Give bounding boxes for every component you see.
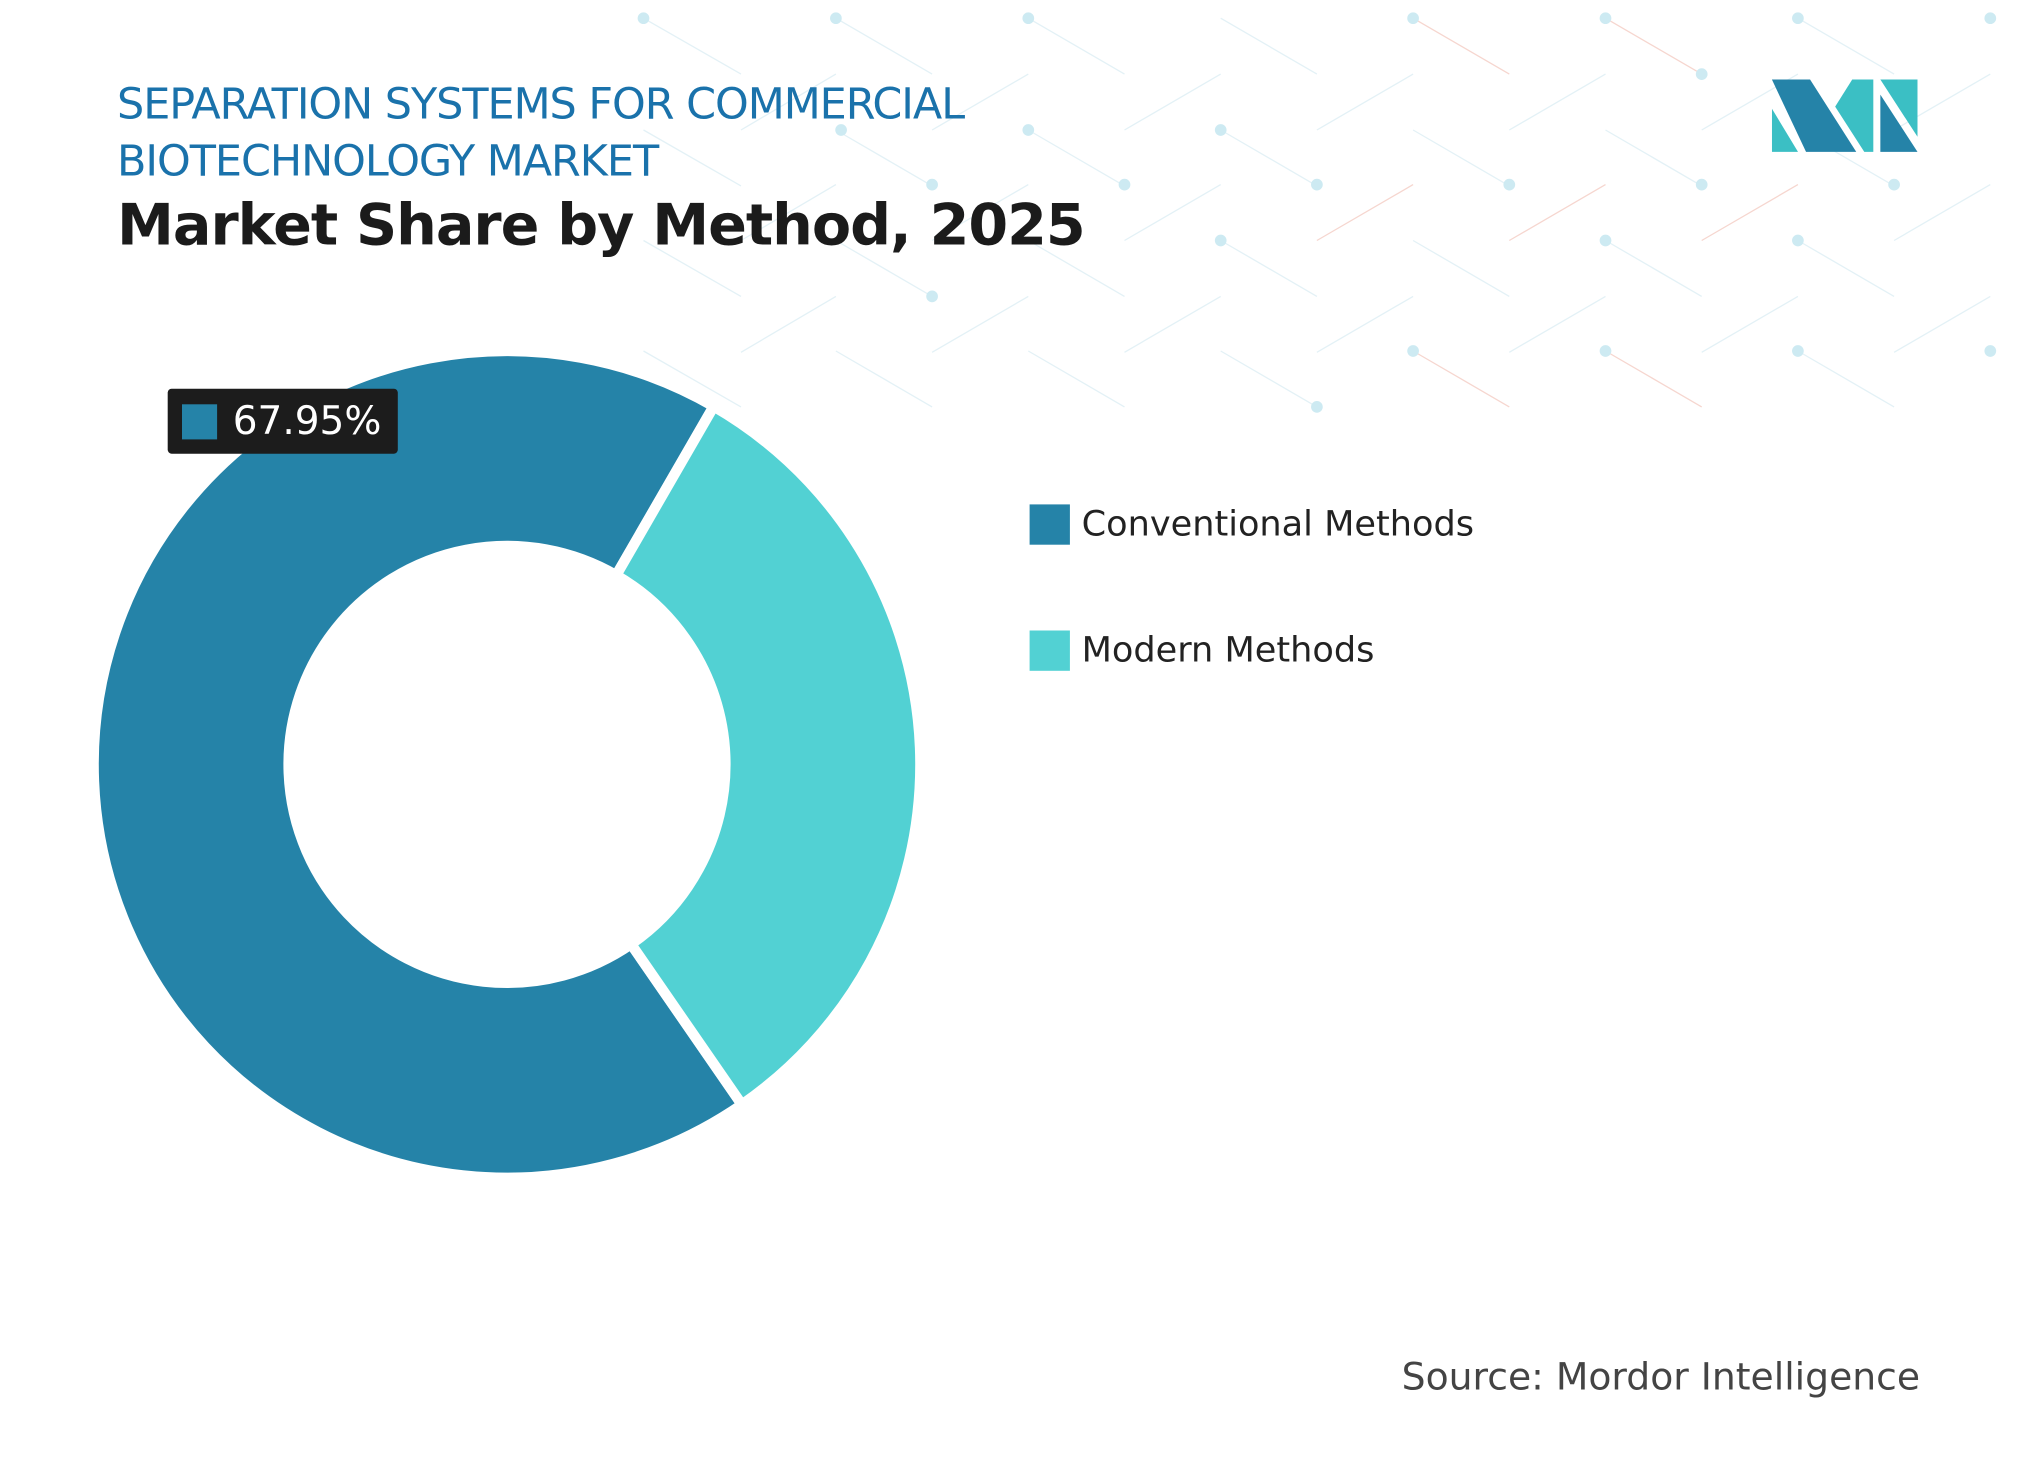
slice-modern-methods [609, 399, 926, 1112]
network-node [1695, 68, 1708, 80]
network-line [1220, 17, 1318, 75]
network-node [1311, 178, 1323, 191]
network-line [1316, 73, 1414, 131]
network-node [1311, 401, 1323, 413]
network-line [643, 17, 742, 75]
network-line [643, 350, 742, 408]
network-node [1888, 178, 1900, 191]
network-line [1508, 295, 1606, 353]
network-node [835, 124, 847, 136]
network-line [1412, 350, 1510, 408]
legend-swatch [1029, 629, 1070, 671]
network-node [1407, 12, 1419, 25]
network-line [1220, 239, 1318, 297]
network-node [1792, 12, 1804, 25]
network-node [830, 12, 842, 25]
network-node [1599, 345, 1612, 357]
network-node [1214, 234, 1227, 247]
network-node [1407, 345, 1419, 357]
network-line [740, 295, 837, 353]
network-line [1316, 184, 1414, 242]
network-node [1792, 234, 1804, 247]
network-line [1412, 17, 1510, 75]
network-line [1027, 129, 1125, 187]
network-node [1792, 345, 1804, 357]
network-line [1316, 295, 1414, 353]
network-line [1605, 350, 1703, 408]
network-line [1508, 73, 1606, 131]
legend-label: Modern Methods [1081, 629, 1375, 671]
mordor-intelligence-logo [1771, 79, 1918, 152]
legend-item-modern: Modern Methods [1029, 628, 1474, 672]
chart-title: Market Share by Method, 2025 [116, 192, 1086, 259]
network-node [926, 178, 938, 191]
network-line [1605, 129, 1703, 187]
network-line [1701, 184, 1799, 242]
network-node [1984, 345, 1997, 357]
network-line [1220, 129, 1318, 187]
legend-item-conventional: Conventional Methods [1029, 502, 1475, 546]
network-line [835, 17, 933, 75]
network-line [1412, 129, 1510, 187]
network-line [643, 239, 742, 297]
legend-swatch [1029, 503, 1070, 545]
network-line [931, 295, 1029, 353]
network-line [1797, 17, 1895, 75]
network-node [1984, 12, 1997, 25]
network-node [637, 12, 650, 25]
donut-chart [88, 345, 926, 1183]
network-node [1695, 178, 1708, 191]
network-node [1214, 124, 1227, 136]
network-node [1503, 178, 1516, 191]
legend: Conventional Methods Modern Methods [1029, 502, 1475, 754]
network-line [740, 73, 837, 131]
network-line [1797, 350, 1895, 408]
source-note: Source: Mordor Intelligence [1401, 1354, 1921, 1399]
slice-conventional-methods [88, 345, 750, 1183]
network-line [931, 184, 1029, 242]
network-line [1605, 239, 1703, 297]
network-line [1027, 239, 1125, 297]
network-line [931, 73, 1029, 131]
network-line [835, 350, 933, 408]
network-line [1893, 295, 1991, 353]
network-line [1701, 295, 1799, 353]
network-line [1124, 295, 1222, 353]
network-node [1022, 124, 1035, 136]
network-line [1797, 239, 1895, 297]
network-line [1893, 184, 1991, 242]
network-line [740, 184, 837, 242]
network-line [835, 239, 933, 297]
network-node [1022, 12, 1035, 25]
network-line [643, 129, 742, 187]
legend-label: Conventional Methods [1081, 503, 1475, 545]
data-label-conventional: 67.95% [167, 388, 398, 454]
network-node [1118, 178, 1131, 191]
hexagon-network-background [637, 12, 1997, 413]
data-label-text: 67.95% [232, 398, 382, 444]
network-node [926, 290, 938, 303]
network-node [1599, 12, 1612, 25]
network-line [1508, 184, 1606, 242]
network-line [1027, 17, 1125, 75]
network-line [1027, 350, 1125, 408]
network-line [1220, 350, 1318, 408]
network-line [1124, 184, 1222, 242]
network-node [1599, 234, 1612, 247]
network-line [1124, 73, 1222, 131]
network-line [1412, 239, 1510, 297]
network-line [1605, 17, 1703, 75]
legend-swatch [182, 403, 218, 439]
report-title: SEPARATION SYSTEMS FOR COMMERCIAL BIOTEC… [116, 78, 965, 186]
network-line [835, 129, 933, 187]
